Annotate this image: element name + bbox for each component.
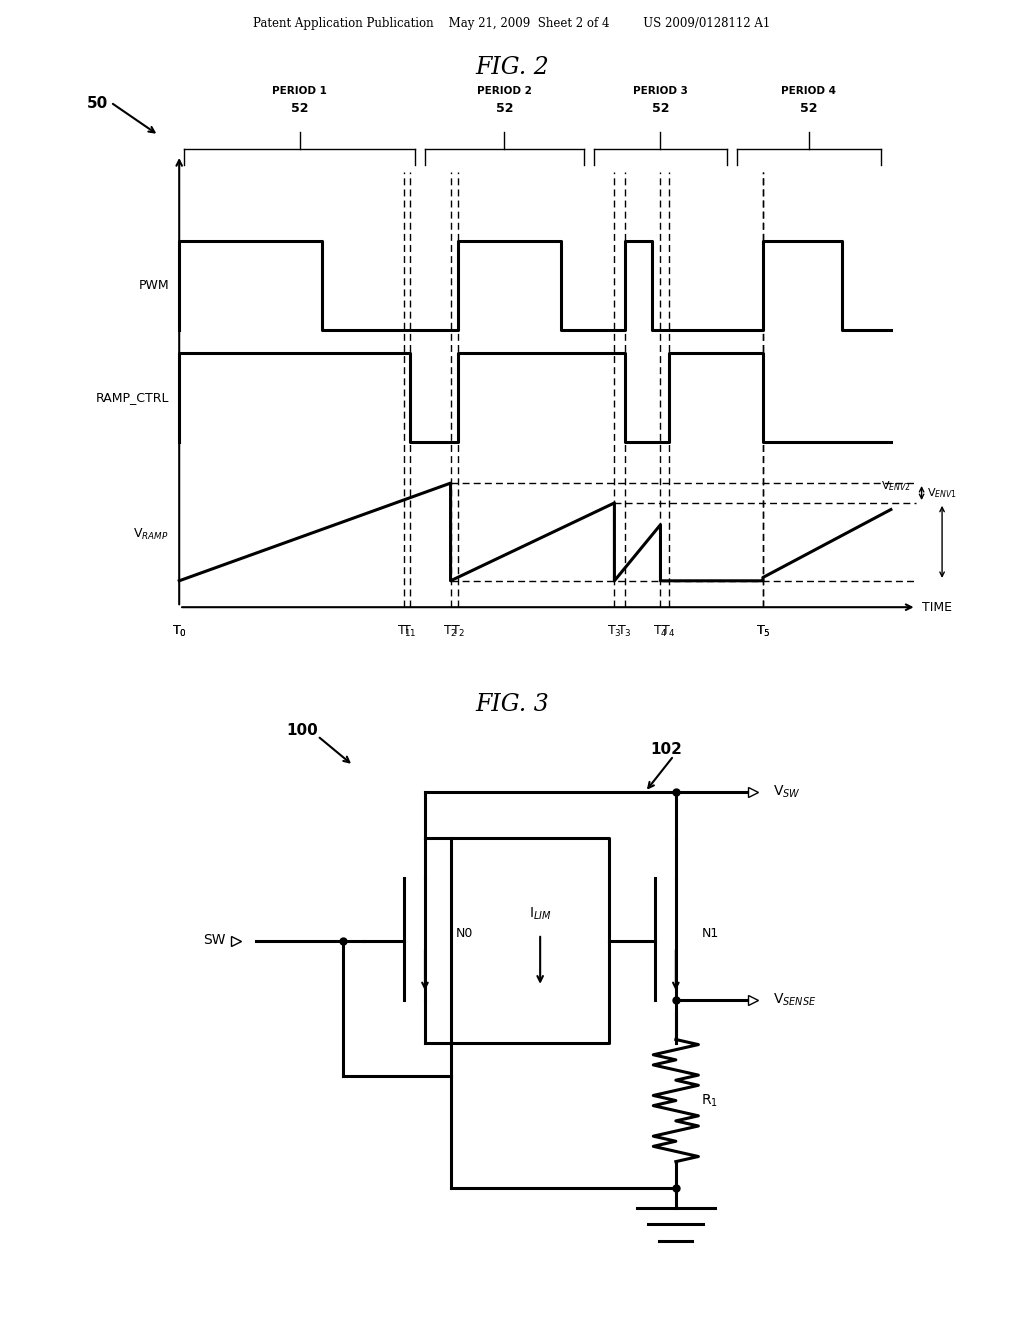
Text: PERIOD 4: PERIOD 4 bbox=[781, 86, 837, 96]
Text: 50: 50 bbox=[87, 96, 109, 111]
Text: T$_0$: T$_0$ bbox=[172, 624, 186, 639]
Text: N1: N1 bbox=[701, 928, 719, 940]
Text: N0: N0 bbox=[456, 928, 473, 940]
Text: T$_1$: T$_1$ bbox=[397, 624, 412, 639]
Text: T$_4$: T$_4$ bbox=[653, 624, 668, 639]
Text: 102: 102 bbox=[650, 742, 682, 758]
Text: SW: SW bbox=[203, 933, 225, 948]
Text: T$_5$: T$_5$ bbox=[756, 624, 770, 639]
Text: 100: 100 bbox=[287, 722, 318, 738]
Text: PERIOD 1: PERIOD 1 bbox=[272, 86, 327, 96]
Text: V$_{ENV1}$: V$_{ENV1}$ bbox=[927, 486, 956, 500]
Text: 52: 52 bbox=[800, 103, 818, 116]
Text: 52: 52 bbox=[651, 103, 670, 116]
Text: 52: 52 bbox=[291, 103, 308, 116]
Text: Patent Application Publication    May 21, 2009  Sheet 2 of 4         US 2009/012: Patent Application Publication May 21, 2… bbox=[253, 16, 771, 29]
Text: RAMP_CTRL: RAMP_CTRL bbox=[95, 391, 169, 404]
Text: T$_2$: T$_2$ bbox=[443, 624, 458, 639]
Text: T$_5$: T$_5$ bbox=[756, 624, 770, 639]
Text: T$_3$: T$_3$ bbox=[607, 624, 622, 639]
Text: V$_{RAMP}$: V$_{RAMP}$ bbox=[133, 527, 169, 543]
Text: FIG. 3: FIG. 3 bbox=[475, 693, 549, 715]
Text: 52: 52 bbox=[496, 103, 513, 116]
Text: T$_0$: T$_0$ bbox=[172, 624, 186, 639]
Text: V$_{ENV2}$: V$_{ENV2}$ bbox=[882, 479, 911, 494]
Text: R$_1$: R$_1$ bbox=[701, 1093, 719, 1109]
Text: T$_3$: T$_3$ bbox=[617, 624, 632, 639]
Text: T$_1$: T$_1$ bbox=[402, 624, 417, 639]
Text: V$_{SENSE}$: V$_{SENSE}$ bbox=[773, 991, 816, 1008]
Text: PWM: PWM bbox=[138, 279, 169, 292]
Text: FIG. 2: FIG. 2 bbox=[475, 55, 549, 79]
Text: I$_{LIM}$: I$_{LIM}$ bbox=[528, 906, 552, 923]
Text: V$_{SW}$: V$_{SW}$ bbox=[773, 784, 801, 800]
Text: PERIOD 2: PERIOD 2 bbox=[477, 86, 531, 96]
Text: TIME: TIME bbox=[922, 601, 951, 614]
Text: PERIOD 3: PERIOD 3 bbox=[633, 86, 688, 96]
Text: T$_4$: T$_4$ bbox=[662, 624, 676, 639]
Text: T$_2$: T$_2$ bbox=[451, 624, 465, 639]
